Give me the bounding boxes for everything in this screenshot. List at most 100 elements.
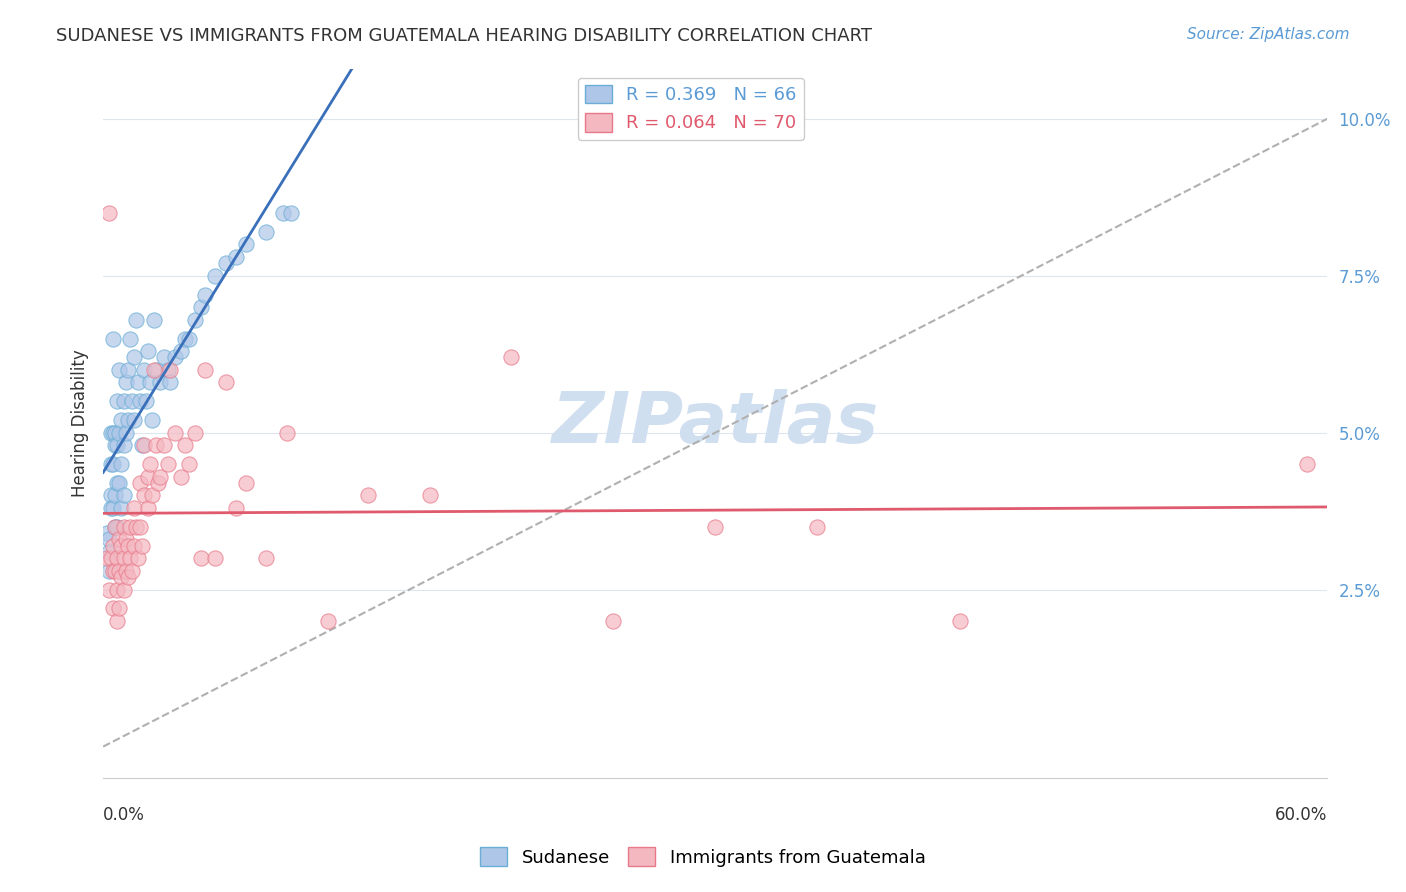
Point bbox=[127, 551, 149, 566]
Point bbox=[110, 413, 132, 427]
Point bbox=[121, 394, 143, 409]
Point bbox=[132, 438, 155, 452]
Point bbox=[194, 287, 217, 301]
Point bbox=[107, 438, 129, 452]
Point bbox=[149, 469, 172, 483]
Point bbox=[108, 564, 131, 578]
Point bbox=[141, 488, 163, 502]
Point bbox=[103, 425, 125, 440]
Point bbox=[136, 469, 159, 483]
Point bbox=[107, 582, 129, 597]
Point bbox=[107, 551, 129, 566]
Point bbox=[110, 501, 132, 516]
Point bbox=[704, 520, 727, 534]
Point bbox=[177, 331, 200, 345]
Point bbox=[131, 438, 153, 452]
Point bbox=[108, 601, 131, 615]
Point bbox=[100, 425, 122, 440]
Legend: Sudanese, Immigrants from Guatemala: Sudanese, Immigrants from Guatemala bbox=[474, 840, 932, 874]
Point bbox=[104, 520, 127, 534]
Point bbox=[214, 256, 236, 270]
Point bbox=[132, 488, 155, 502]
Point bbox=[98, 533, 121, 547]
Point bbox=[107, 394, 129, 409]
Text: 0.0%: 0.0% bbox=[103, 806, 145, 824]
Point bbox=[132, 363, 155, 377]
Point bbox=[104, 438, 127, 452]
Point bbox=[145, 363, 167, 377]
Point bbox=[112, 394, 135, 409]
Point bbox=[96, 551, 118, 566]
Point bbox=[184, 425, 207, 440]
Point bbox=[173, 331, 195, 345]
Point bbox=[98, 564, 121, 578]
Point bbox=[104, 520, 127, 534]
Point bbox=[103, 331, 125, 345]
Point bbox=[153, 438, 176, 452]
Point bbox=[107, 520, 129, 534]
Point bbox=[254, 225, 277, 239]
Point bbox=[214, 376, 236, 390]
Point bbox=[177, 457, 200, 471]
Point bbox=[127, 376, 149, 390]
Point bbox=[117, 413, 139, 427]
Point bbox=[190, 300, 212, 314]
Point bbox=[136, 344, 159, 359]
Point bbox=[159, 376, 181, 390]
Point bbox=[96, 526, 118, 541]
Point bbox=[157, 363, 180, 377]
Point bbox=[235, 475, 257, 490]
Point bbox=[143, 312, 166, 326]
Point bbox=[121, 564, 143, 578]
Point bbox=[235, 237, 257, 252]
Point bbox=[141, 413, 163, 427]
Point bbox=[153, 351, 176, 365]
Point bbox=[122, 351, 145, 365]
Text: SUDANESE VS IMMIGRANTS FROM GUATEMALA HEARING DISABILITY CORRELATION CHART: SUDANESE VS IMMIGRANTS FROM GUATEMALA HE… bbox=[56, 27, 872, 45]
Point bbox=[110, 457, 132, 471]
Point bbox=[276, 425, 298, 440]
Point bbox=[357, 488, 380, 502]
Point bbox=[122, 539, 145, 553]
Point bbox=[112, 438, 135, 452]
Point bbox=[112, 488, 135, 502]
Text: 60.0%: 60.0% bbox=[1275, 806, 1327, 824]
Point bbox=[254, 551, 277, 566]
Point bbox=[949, 614, 972, 628]
Point bbox=[163, 351, 186, 365]
Point bbox=[128, 520, 150, 534]
Point bbox=[103, 564, 125, 578]
Point bbox=[135, 394, 157, 409]
Point bbox=[131, 539, 153, 553]
Point bbox=[103, 601, 125, 615]
Point bbox=[114, 533, 136, 547]
Point bbox=[184, 312, 207, 326]
Point bbox=[118, 551, 141, 566]
Point bbox=[1296, 457, 1319, 471]
Point bbox=[143, 363, 166, 377]
Point bbox=[103, 539, 125, 553]
Point bbox=[108, 475, 131, 490]
Point bbox=[225, 250, 247, 264]
Point bbox=[419, 488, 441, 502]
Point bbox=[103, 457, 125, 471]
Point bbox=[100, 501, 122, 516]
Point bbox=[136, 501, 159, 516]
Point bbox=[190, 551, 212, 566]
Point bbox=[145, 438, 167, 452]
Point bbox=[100, 551, 122, 566]
Point bbox=[100, 488, 122, 502]
Point bbox=[271, 206, 294, 220]
Point bbox=[204, 551, 226, 566]
Point bbox=[114, 564, 136, 578]
Point bbox=[104, 564, 127, 578]
Point bbox=[114, 425, 136, 440]
Point bbox=[148, 475, 170, 490]
Point bbox=[806, 520, 828, 534]
Point bbox=[159, 363, 181, 377]
Point bbox=[108, 363, 131, 377]
Text: Source: ZipAtlas.com: Source: ZipAtlas.com bbox=[1187, 27, 1350, 42]
Point bbox=[204, 268, 226, 283]
Point bbox=[194, 363, 217, 377]
Point bbox=[316, 614, 339, 628]
